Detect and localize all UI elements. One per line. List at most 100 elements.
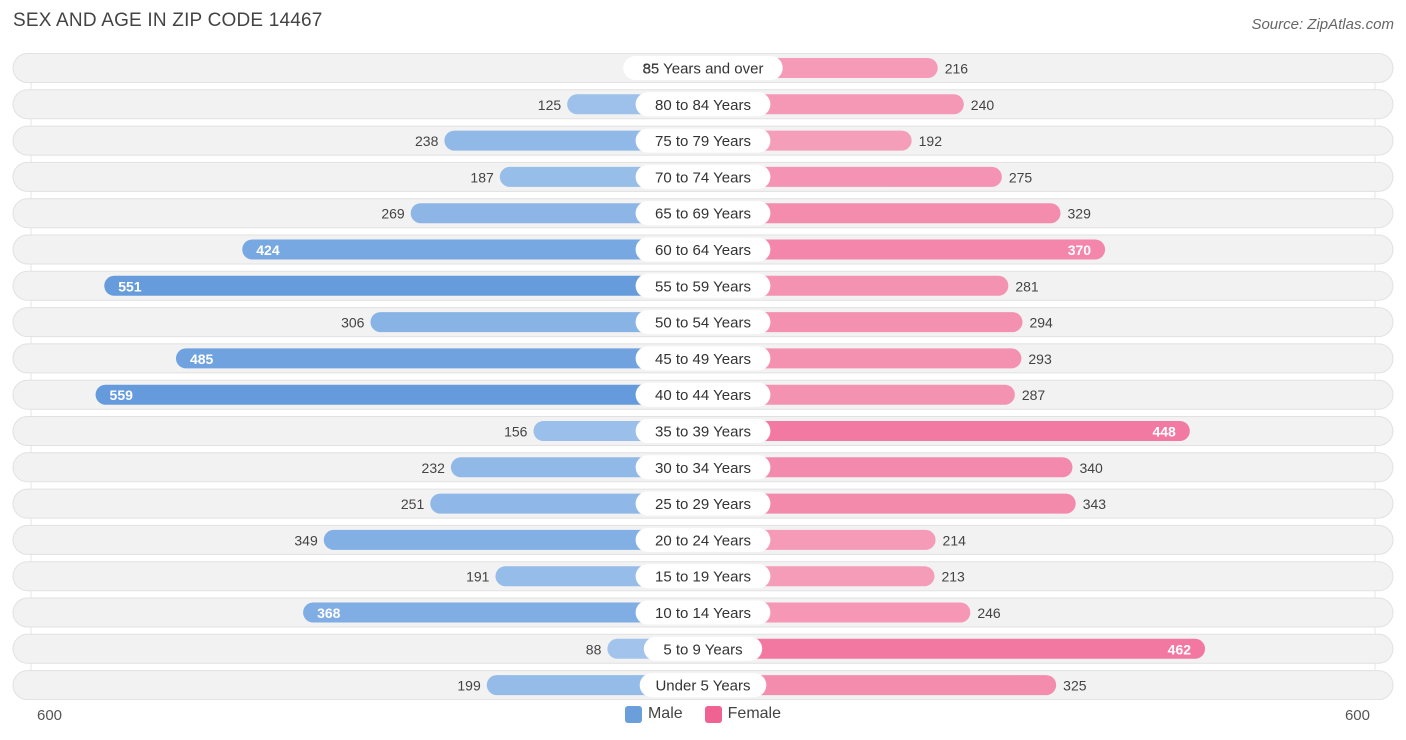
legend-swatch-male [624,705,642,723]
category-label-bg-35-to-39-years [635,419,771,443]
category-label-65-to-69-years: 65 to 69 Years [655,206,751,223]
value-female-10-to-14-years: 246 [977,605,1001,621]
value-male-70-to-74-years: 187 [470,169,494,185]
chart-title: SEX AND AGE IN ZIP CODE 14467 [13,10,323,31]
category-label-bg-75-to-79-years [635,128,771,153]
category-label-bg-20-to-24-years [635,527,771,552]
value-female-35-to-39-years: 448 [1152,424,1176,440]
category-label-45-to-49-years: 45 to 49 Years [655,351,751,368]
value-female-40-to-44-years: 287 [1022,387,1046,403]
bar-female-under-5-years [693,675,1057,696]
legend-label-female: Female [727,705,782,722]
category-label-bg-65-to-69-years [635,201,771,226]
axis-right-max-label: 600 [1344,707,1370,724]
value-male-20-to-24-years: 349 [294,532,318,548]
bar-female-55-to-59-years [693,275,1009,296]
legend-item-male[interactable]: Male [624,705,683,723]
bar-male-50-to-54-years [370,312,713,333]
value-male-25-to-29-years: 251 [401,496,425,512]
value-male-60-to-64-years: 424 [256,242,280,258]
value-male-75-to-79-years: 238 [415,133,439,149]
value-female-under-5-years: 325 [1063,678,1087,694]
legend-swatch-female [704,705,722,723]
axis-left-max-label: 600 [37,707,63,724]
value-male-50-to-54-years: 306 [341,315,365,331]
category-label-under-5-years: Under 5 Years [655,678,750,695]
legend-item-female[interactable]: Female [704,705,782,723]
source-note: Source: ZipAtlas.com [1251,16,1394,33]
value-male-10-to-14-years: 368 [317,605,341,621]
bar-female-5-to-9-years [693,638,1206,659]
bar-female-40-to-44-years [693,384,1015,405]
value-male-under-5-years: 199 [457,678,481,694]
bar-female-65-to-69-years [693,203,1061,224]
bar-male-55-to-59-years [104,275,714,296]
category-label-75-to-79-years: 75 to 79 Years [655,133,751,150]
bar-male-40-to-44-years [95,384,713,405]
value-male-80-to-84-years: 125 [538,97,562,113]
bar-male-60-to-64-years [242,239,713,260]
category-label-35-to-39-years: 35 to 39 Years [655,424,751,441]
value-female-45-to-49-years: 293 [1028,351,1052,367]
category-label-25-to-29-years: 25 to 29 Years [655,496,751,513]
value-female-20-to-24-years: 214 [943,532,967,548]
category-label-bg-15-to-19-years [635,564,771,589]
category-label-55-to-59-years: 55 to 59 Years [655,278,751,295]
category-label-bg-70-to-74-years [635,164,771,189]
bar-female-30-to-34-years [693,457,1073,478]
category-label-40-to-44-years: 40 to 44 Years [655,387,751,404]
value-female-55-to-59-years: 281 [1015,278,1039,294]
value-female-75-to-79-years: 192 [919,133,943,149]
value-male-15-to-19-years: 191 [466,569,490,585]
category-label-15-to-19-years: 15 to 19 Years [655,569,751,586]
category-label-bg-25-to-29-years [635,491,771,516]
category-label-10-to-14-years: 10 to 14 Years [655,605,751,622]
bar-male-10-to-14-years [303,602,713,623]
value-female-85-years-and-over: 216 [945,61,969,77]
category-label-50-to-54-years: 50 to 54 Years [655,315,751,332]
value-male-5-to-9-years: 88 [586,641,602,657]
category-label-bg-45-to-49-years [635,346,771,371]
bar-female-70-to-74-years [693,166,1002,187]
legend: Male Female [0,705,1406,723]
value-female-50-to-54-years: 294 [1029,315,1053,331]
category-label-bg-40-to-44-years [635,382,771,407]
value-male-65-to-69-years: 269 [381,206,405,222]
bar-female-50-to-54-years [693,312,1023,333]
value-male-85-years-and-over: 35 [643,61,659,77]
bar-female-35-to-39-years [693,421,1190,441]
bar-female-60-to-64-years [693,239,1106,260]
category-label-bg-80-to-84-years [635,92,771,117]
legend-label-male: Male [647,705,683,722]
category-label-bg-30-to-34-years [635,455,771,480]
category-label-bg-85-years-and-over [623,56,783,80]
category-label-bg-60-to-64-years [635,237,771,262]
bar-male-45-to-49-years [175,348,713,369]
value-female-25-to-29-years: 343 [1083,496,1107,512]
category-label-80-to-84-years: 80 to 84 Years [655,97,751,114]
value-female-30-to-34-years: 340 [1079,460,1103,476]
category-label-85-years-and-over: 85 Years and over [643,61,764,78]
value-female-70-to-74-years: 275 [1009,169,1033,185]
bar-female-25-to-29-years [693,493,1076,514]
category-label-70-to-74-years: 70 to 74 Years [655,169,751,186]
category-label-bg-10-to-14-years [635,600,771,625]
value-female-15-to-19-years: 213 [941,569,965,585]
category-label-5-to-9-years: 5 to 9 Years [663,641,742,658]
bar-male-20-to-24-years [323,529,713,550]
bar-female-45-to-49-years [693,348,1022,369]
category-label-60-to-64-years: 60 to 64 Years [655,242,751,259]
value-female-65-to-69-years: 329 [1068,206,1092,222]
category-label-bg-50-to-54-years [635,310,771,335]
value-female-5-to-9-years: 462 [1168,641,1192,657]
category-label-bg-5-to-9-years [643,636,763,661]
value-female-60-to-64-years: 370 [1068,242,1092,258]
category-label-bg-under-5-years [639,673,767,698]
value-male-30-to-34-years: 232 [422,460,446,476]
value-male-40-to-44-years: 559 [110,387,134,403]
value-male-35-to-39-years: 156 [504,424,528,440]
value-male-45-to-49-years: 485 [190,351,214,367]
category-label-20-to-24-years: 20 to 24 Years [655,532,751,549]
value-female-80-to-84-years: 240 [971,97,995,113]
